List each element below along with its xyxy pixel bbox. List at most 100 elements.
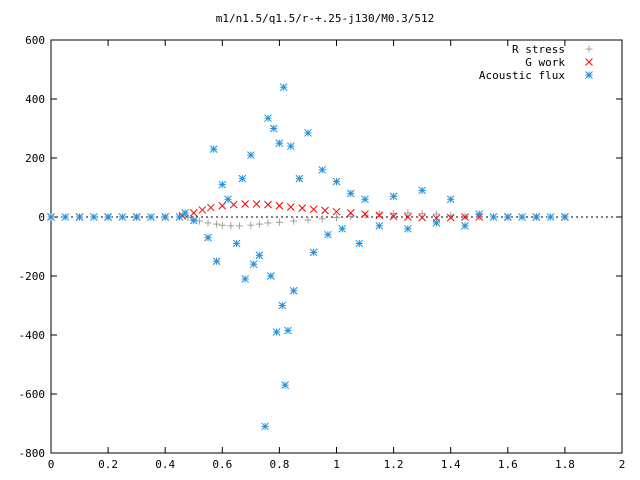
data-point	[404, 209, 412, 217]
data-point	[275, 201, 284, 210]
data-point	[161, 213, 170, 221]
data-point	[290, 217, 298, 225]
data-point	[261, 422, 269, 431]
data-point	[189, 216, 198, 225]
data-point	[446, 213, 455, 222]
data-point	[404, 213, 412, 221]
data-point	[475, 210, 484, 218]
data-point	[204, 233, 212, 242]
data-point	[304, 129, 312, 137]
data-point	[241, 200, 249, 208]
y-tick-label: 600	[25, 34, 45, 47]
data-point	[269, 124, 278, 133]
y-tick-label: -400	[19, 329, 46, 342]
data-point	[432, 219, 441, 227]
data-point	[332, 177, 341, 186]
data-point	[175, 213, 184, 221]
data-point	[489, 213, 498, 221]
data-point	[321, 206, 329, 215]
legend-label: Acoustic flux	[479, 69, 565, 82]
data-point	[338, 224, 347, 233]
data-point	[235, 222, 243, 230]
data-point	[238, 174, 247, 183]
data-point	[204, 219, 212, 227]
data-marks	[47, 83, 569, 431]
data-point	[561, 213, 569, 221]
data-point	[346, 189, 355, 198]
chart-title: m1/n1.5/q1.5/r-+.25-j130/M0.3/512	[216, 12, 435, 25]
data-point	[232, 239, 241, 248]
data-point	[264, 114, 272, 123]
data-point	[332, 207, 341, 216]
axis-ticks: 0 0.2 0.4 0.6 0.8 1 1.2 1.4 1.6 1.8 2 -800 -600 -400 -…	[19, 34, 626, 471]
data-point	[241, 275, 249, 283]
x-tick-label: 2	[619, 458, 626, 471]
data-point	[275, 139, 284, 148]
data-point	[375, 211, 384, 220]
data-point	[75, 213, 84, 221]
data-point	[252, 200, 261, 208]
y-tick-label: 0	[38, 211, 45, 224]
data-point	[89, 213, 98, 221]
data-point	[279, 83, 288, 92]
series-0	[47, 209, 569, 230]
x-tick-label: 0.4	[155, 458, 175, 471]
data-point	[198, 206, 207, 214]
data-point	[461, 221, 469, 230]
plot-frame	[50, 39, 623, 454]
x-tick-label: 0.8	[269, 458, 289, 471]
data-point	[275, 218, 283, 226]
x-tick-label: 0	[48, 458, 55, 471]
data-point	[309, 205, 318, 214]
data-point	[247, 221, 255, 229]
data-point	[104, 213, 112, 221]
x-tick-label: 1.2	[384, 458, 404, 471]
data-point	[298, 204, 307, 213]
data-point	[286, 142, 295, 151]
y-tick-label: 200	[25, 152, 45, 165]
plot-border	[50, 39, 623, 454]
data-point	[264, 200, 272, 209]
data-point	[309, 248, 318, 257]
data-point	[418, 186, 427, 195]
data-point	[404, 224, 412, 233]
data-point	[389, 192, 398, 201]
data-point	[218, 221, 226, 229]
data-point	[272, 328, 281, 336]
data-point	[503, 213, 512, 221]
data-point	[432, 210, 440, 218]
data-point	[284, 326, 292, 335]
data-point	[281, 381, 289, 390]
x-tick-label: 1.8	[555, 458, 575, 471]
data-point	[212, 257, 221, 266]
data-point	[532, 213, 541, 221]
data-point	[278, 301, 287, 310]
data-point	[346, 209, 355, 217]
data-point	[361, 195, 369, 204]
data-point	[318, 215, 326, 223]
data-point	[255, 220, 263, 228]
legend-marker	[585, 71, 593, 79]
data-point	[47, 213, 55, 221]
x-tick-label: 0.6	[212, 458, 232, 471]
y-tick-label: -800	[19, 447, 46, 460]
data-point	[132, 213, 141, 221]
data-point	[118, 213, 127, 221]
data-point	[375, 221, 384, 230]
data-point	[286, 203, 295, 211]
data-point	[207, 203, 215, 212]
data-point	[264, 219, 272, 227]
data-point	[333, 214, 340, 222]
x-tick-label: 0.2	[98, 458, 118, 471]
data-point	[224, 195, 232, 204]
data-point	[361, 211, 369, 219]
data-point	[418, 209, 426, 217]
data-point	[195, 217, 203, 225]
data-point	[518, 213, 526, 221]
data-point	[304, 216, 312, 224]
data-point	[147, 213, 155, 221]
legend-marker	[585, 58, 593, 66]
data-point	[181, 209, 190, 217]
legend-marker	[585, 45, 593, 53]
